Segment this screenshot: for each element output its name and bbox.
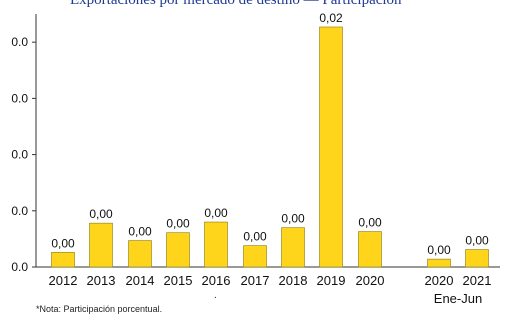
bar xyxy=(166,232,190,268)
bar xyxy=(204,221,228,268)
footnote: *Nota: Participación porcentual. xyxy=(36,304,163,314)
data-label: 0,00 xyxy=(358,216,382,230)
bar xyxy=(427,258,451,268)
data-label: 0,00 xyxy=(427,243,451,257)
x-tick-label: 2017 xyxy=(241,273,270,288)
data-label: 0,00 xyxy=(89,207,113,221)
data-label: 0,00 xyxy=(465,234,489,248)
x-tick-label: 2013 xyxy=(87,273,116,288)
x-tick-label: 2020 xyxy=(356,273,385,288)
bar xyxy=(358,231,382,268)
x-tick-label: 2019 xyxy=(317,273,346,288)
y-tick-label: 0.0 xyxy=(11,35,28,49)
bar xyxy=(465,249,489,268)
x-tick-label: 2021 xyxy=(463,273,492,288)
x-tick-label: 2016 xyxy=(202,273,231,288)
x-tick-label: 2014 xyxy=(126,273,155,288)
bar xyxy=(89,222,113,268)
bar xyxy=(128,240,152,268)
clipped-title: Exportaciones por mercado de destino — P… xyxy=(70,0,402,8)
y-tick-label: 0.0 xyxy=(11,204,28,218)
x-tick-label: 2018 xyxy=(279,273,308,288)
bar xyxy=(281,227,305,268)
data-label: 0,00 xyxy=(204,206,228,220)
y-tick-label: 0.0 xyxy=(11,91,28,105)
data-label: 0,00 xyxy=(243,230,267,244)
x-group-label: Ene-Jun xyxy=(434,291,482,306)
bar xyxy=(51,252,75,268)
x-tick-label: 2012 xyxy=(49,273,78,288)
data-label: 0,02 xyxy=(319,11,343,25)
data-label: 0,00 xyxy=(51,236,75,250)
data-label: 0,00 xyxy=(281,212,305,226)
x-tick-label: 2015 xyxy=(164,273,193,288)
bar xyxy=(319,26,343,268)
stray-dot: . xyxy=(214,290,217,301)
x-tick-label: 2020 xyxy=(425,273,454,288)
data-label: 0,00 xyxy=(128,225,152,239)
y-tick-label: 0.0 xyxy=(11,148,28,162)
data-label: 0,00 xyxy=(166,217,190,231)
bar xyxy=(243,245,267,268)
y-tick-label: 0.0 xyxy=(11,260,28,274)
